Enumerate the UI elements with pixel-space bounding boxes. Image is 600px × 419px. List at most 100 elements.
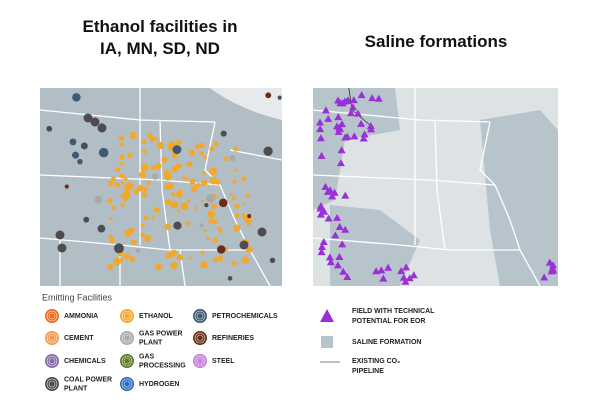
eor-field [317, 248, 326, 256]
eor-field [353, 109, 362, 117]
ethanol-site [241, 176, 247, 182]
ethanol-site [199, 151, 204, 156]
ethanol-site [114, 182, 120, 188]
ethanol-site [209, 167, 218, 175]
facility-site [72, 93, 81, 102]
ethanol-site [208, 219, 213, 224]
ethanol-site [209, 146, 215, 152]
ethanol-site [154, 162, 162, 170]
facility-site [263, 146, 273, 156]
ethanol-site [141, 139, 147, 145]
ethanol-site [170, 192, 176, 197]
ethanol-site [146, 180, 151, 185]
facility-site [269, 257, 276, 263]
ethanol-site [223, 156, 229, 162]
facility-site [98, 147, 109, 158]
ethanol-site [107, 198, 113, 204]
eor-field [343, 273, 352, 281]
eor-field [343, 132, 352, 140]
facility-site [80, 142, 88, 150]
legend-icon [123, 312, 131, 320]
ethanol-site [141, 192, 147, 198]
ethanol-site [188, 256, 192, 260]
ethanol-site [156, 141, 165, 150]
coal-site [90, 117, 100, 127]
facility-site [94, 195, 103, 204]
facility-site [152, 173, 159, 180]
ethanol-site [207, 210, 216, 219]
ethanol-site [200, 261, 208, 269]
ethanol-site [147, 132, 153, 138]
ethanol-site [180, 202, 189, 211]
ethanol-site [186, 161, 193, 168]
facility-site [204, 202, 209, 208]
ethanol-site [141, 223, 145, 228]
ethanol-site [245, 246, 253, 253]
eor-field [366, 122, 375, 130]
facility-site [72, 151, 80, 159]
ethanol-site [233, 169, 238, 173]
ethanol-site [242, 202, 246, 207]
legend-label: COAL POWER [64, 376, 112, 383]
legend: Emitting Facilities AMMONIA CEMENT CHEMICAL… [42, 292, 435, 392]
eor-field [316, 134, 325, 142]
legend-label: PIPELINE [352, 368, 384, 375]
facility-site [218, 198, 228, 208]
ethanol-site [120, 192, 126, 198]
eor-field [326, 258, 335, 266]
ethanol-site [139, 173, 145, 179]
eor-field [409, 271, 418, 279]
eor-field [348, 103, 357, 111]
ethanol-site [139, 186, 143, 190]
ethanol-site [154, 207, 160, 214]
ethanol-site [164, 173, 172, 181]
ethanol-site [126, 182, 134, 190]
coal-site [97, 123, 107, 133]
eor-field [549, 261, 558, 269]
legend-label: EXISTING CO₂ [352, 358, 400, 365]
facility-site [227, 276, 233, 281]
eor-field [337, 146, 346, 154]
legend-label: ETHANOL [139, 313, 174, 320]
eor-field [320, 207, 329, 215]
ethanol-site [206, 236, 210, 241]
ethanol-site [184, 177, 189, 182]
eor-field [338, 99, 347, 107]
chart-title: Ethanol facilities in [83, 17, 238, 36]
eor-field [317, 151, 326, 159]
legend-label: PETROCHEMICALS [212, 313, 278, 320]
legend-label: POTENTIAL FOR EOR [352, 318, 425, 325]
eor-field [384, 263, 393, 271]
ethanol-site [113, 257, 121, 266]
facility-site [172, 145, 182, 155]
legend-icon [321, 336, 333, 348]
ethanol-site [123, 191, 131, 199]
eor-field [316, 125, 325, 133]
ethanol-site [188, 149, 196, 157]
facility-site [277, 95, 282, 100]
ethanol-site [203, 228, 207, 233]
ethanol-site [233, 146, 239, 152]
legend-label: GAS [139, 353, 155, 360]
ethanol-site [172, 153, 178, 159]
legend-label: FIELD WITH TECHNICAL [352, 308, 435, 315]
ethanol-site [241, 256, 250, 264]
ethanol-site [176, 254, 184, 261]
eor-field [357, 119, 366, 127]
eor-field [540, 273, 549, 281]
eor-field [333, 261, 342, 269]
ethanol-site [182, 175, 186, 180]
left-map [40, 88, 282, 286]
eor-field [330, 188, 339, 196]
ethanol-site [110, 176, 116, 182]
ethanol-site [127, 152, 133, 158]
ethanol-site [211, 218, 218, 225]
legend-icon [123, 380, 131, 388]
eor-field [318, 242, 327, 250]
ethanol-site [200, 179, 208, 187]
ethanol-site [211, 203, 217, 210]
ethanol-site [233, 224, 241, 232]
facility-site [217, 245, 226, 254]
ethanol-site [124, 177, 128, 182]
